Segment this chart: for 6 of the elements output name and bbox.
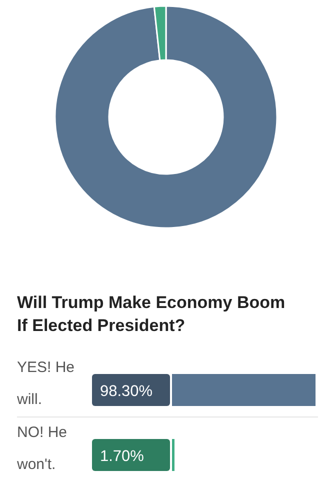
data-label: 1.70%: [100, 448, 144, 465]
data-label: 98.30%: [100, 383, 153, 400]
category-label: NO! He won't.: [17, 424, 68, 473]
chart-title: Will Trump Make Economy Boom If Elected President?: [17, 293, 286, 335]
donut-slice: [54, 5, 278, 229]
category-label: YES! He will.: [17, 359, 75, 408]
